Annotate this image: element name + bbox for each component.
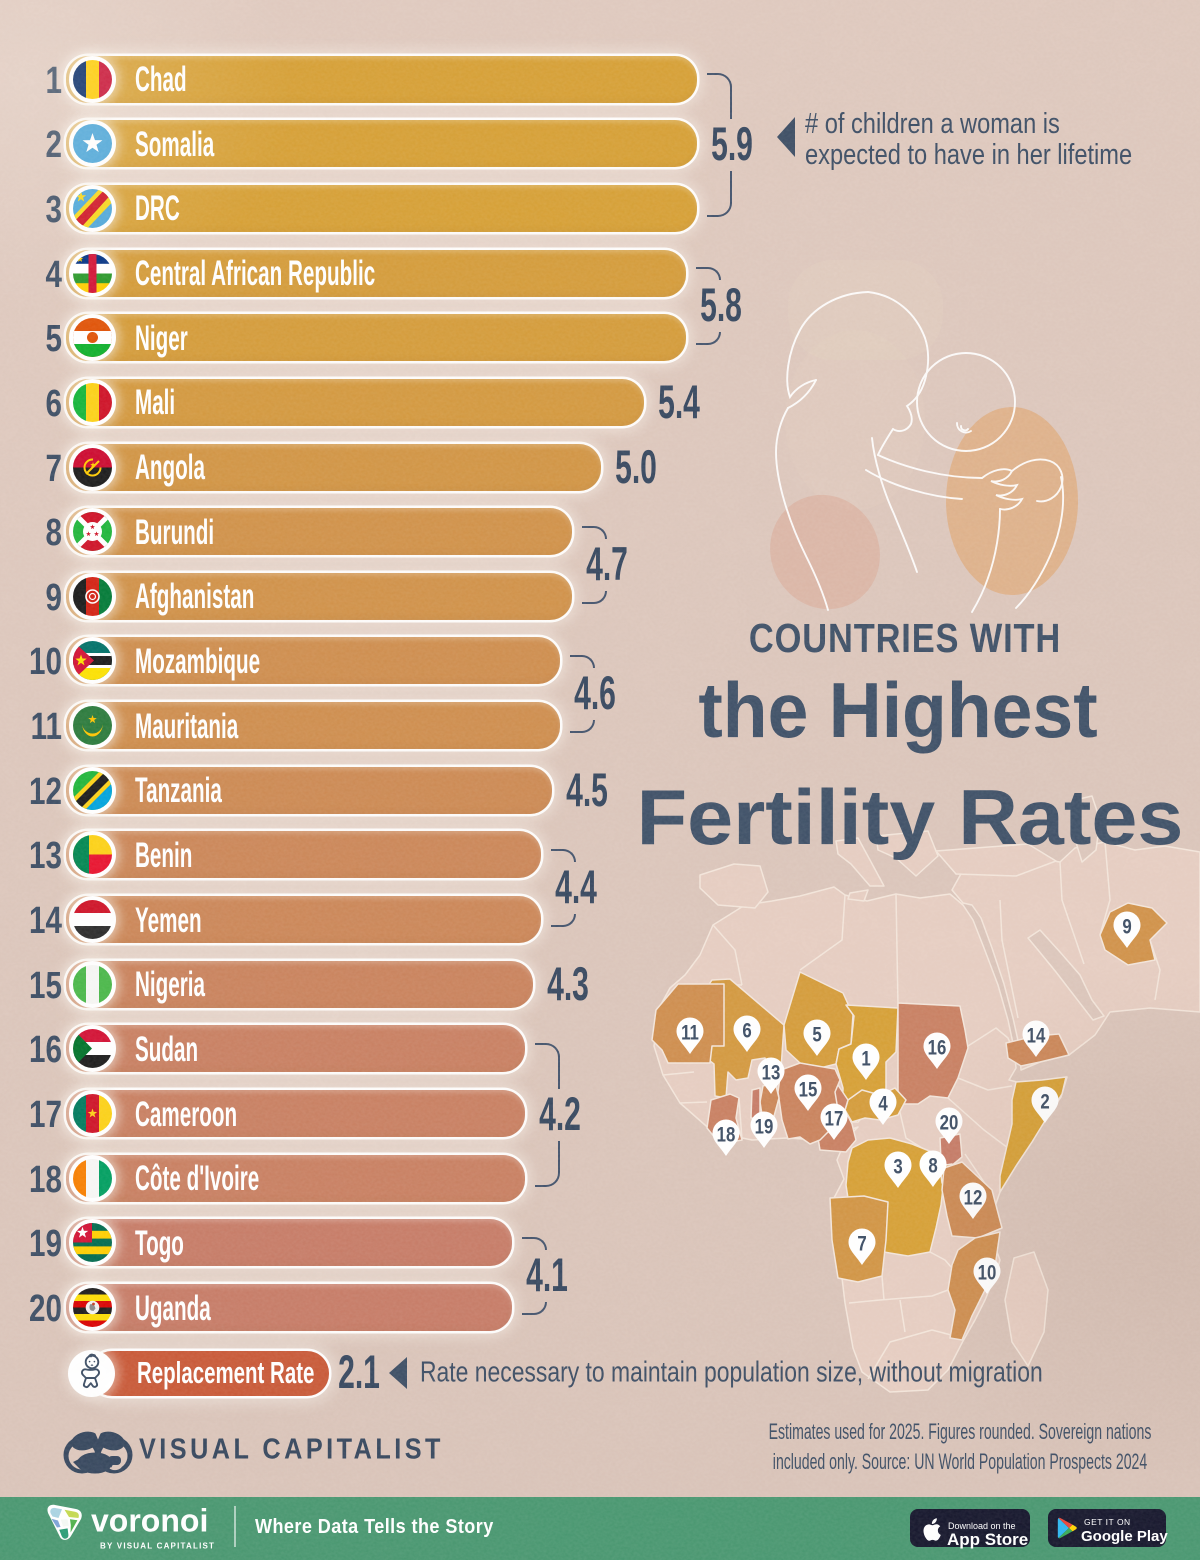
svg-text:3: 3 xyxy=(893,1156,902,1179)
svg-text:15: 15 xyxy=(799,1079,818,1102)
svg-text:5: 5 xyxy=(812,1024,822,1047)
svg-text:18: 18 xyxy=(717,1124,736,1147)
svg-text:16: 16 xyxy=(928,1037,947,1060)
svg-text:6: 6 xyxy=(742,1020,751,1043)
svg-text:4: 4 xyxy=(878,1093,888,1116)
svg-text:17: 17 xyxy=(825,1108,844,1131)
svg-text:1: 1 xyxy=(861,1048,871,1071)
svg-text:8: 8 xyxy=(928,1155,937,1178)
svg-text:7: 7 xyxy=(857,1233,866,1256)
svg-text:19: 19 xyxy=(755,1116,774,1139)
svg-text:13: 13 xyxy=(762,1062,781,1085)
svg-text:9: 9 xyxy=(1122,916,1131,939)
svg-text:11: 11 xyxy=(681,1022,699,1045)
